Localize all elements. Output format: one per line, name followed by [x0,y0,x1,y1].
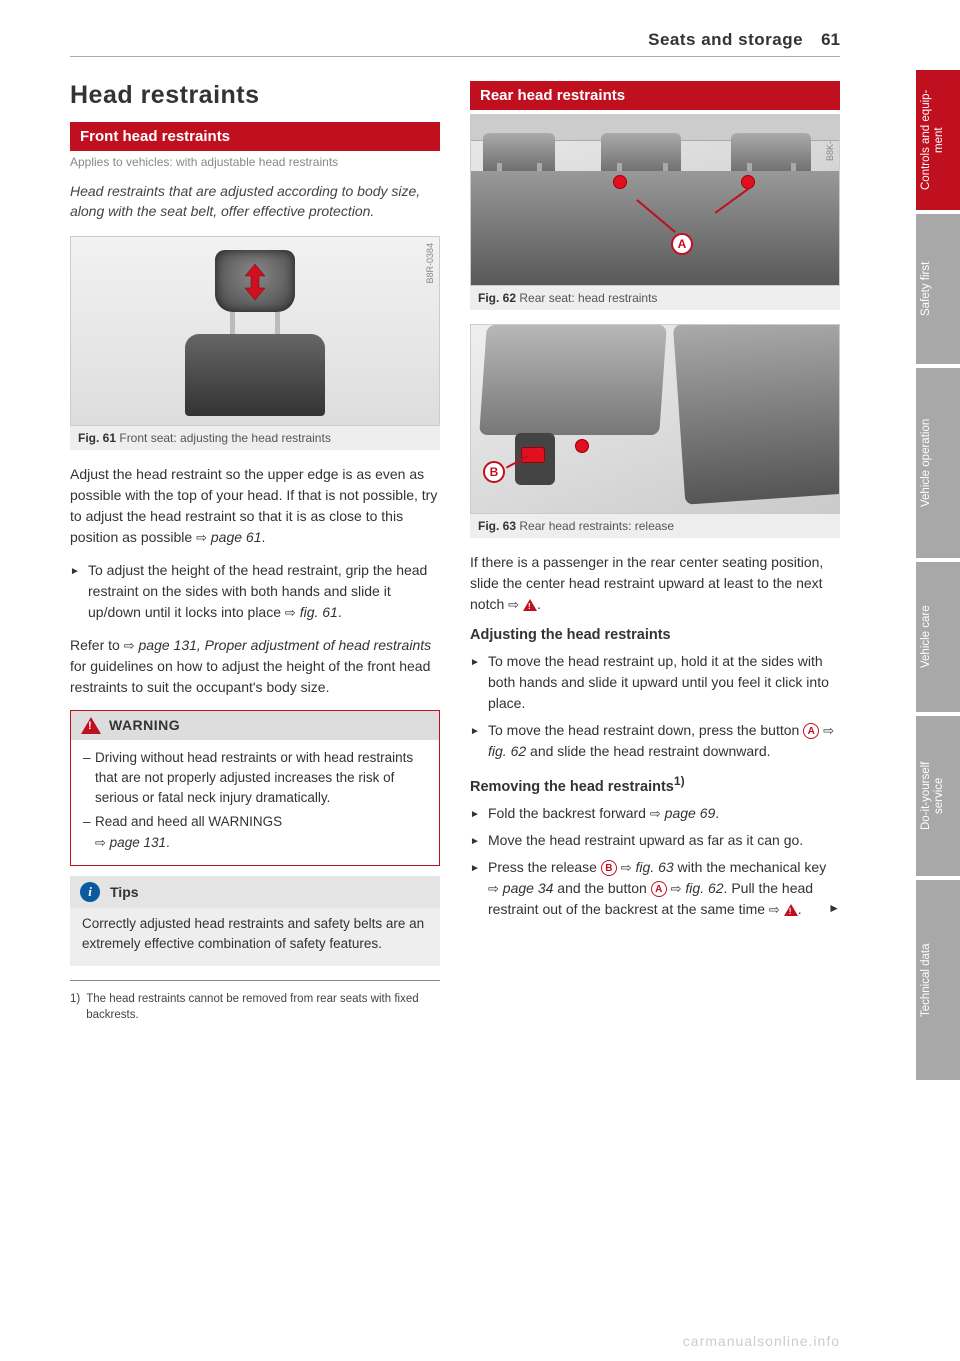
figure-61: B8R-0384 [70,236,440,426]
tab-safety[interactable]: Safety first [916,214,960,364]
right-column: Rear head restraints B8K-1976 A Fig. 62 … [470,81,840,1024]
link-icon [508,596,519,612]
tab-diy[interactable]: Do-it-yourself service [916,716,960,876]
link-icon [769,901,780,917]
link-icon [285,604,296,620]
fig61-code: B8R-0384 [425,243,435,284]
footnote: 1) The head restraints cannot be removed… [70,991,440,1023]
watermark: carmanualsonline.info [683,1333,840,1349]
link-icon [823,722,834,738]
tips-title: Tips [110,884,139,900]
label-b: B [483,461,505,483]
link-icon [671,880,682,896]
tips-body: Correctly adjusted head restraints and s… [70,908,440,967]
section-title: Seats and storage [648,30,803,50]
side-tabs: Controls and equip- ment Safety first Ve… [916,70,960,1080]
page-number: 61 [821,30,840,50]
subhead-adjusting: Adjusting the head restraints [470,627,840,643]
intro-text: Head restraints that are adjusted accord… [70,181,440,222]
fig63-caption: Fig. 63 Rear head restraints: release [470,514,840,538]
warning-box: WARNING Driving without head restraints … [70,710,440,866]
link-icon [124,637,135,653]
bullet-move-up: To move the head restraint up, hold it a… [470,651,840,714]
info-icon: i [80,882,100,902]
remove-bullets: Fold the backrest forward page 69. Move … [470,803,840,920]
warning-inline-icon [523,599,537,611]
tips-box: i Tips Correctly adjusted head restraint… [70,876,440,967]
subhead-removing: Removing the head restraints1) [470,774,840,795]
tab-controls[interactable]: Controls and equip- ment [916,70,960,210]
bullet-move-down: To move the head restraint down, press t… [470,720,840,762]
tab-technical[interactable]: Technical data [916,880,960,1080]
figure-63: B8K-1975 B [470,324,840,514]
adjust-arrow-icon [243,264,267,300]
circled-b: B [601,860,617,876]
bullet-press-release: Press the release B fig. 63 with the mec… [470,857,840,920]
continue-arrow-icon: ► [828,899,840,917]
tab-vehicle-operation[interactable]: Vehicle operation [916,368,960,558]
warning-icon [81,717,101,734]
applies-to: Applies to vehicles: with adjustable hea… [70,155,440,169]
left-column: Head restraints Front head restraints Ap… [70,81,440,1024]
link-icon [196,529,207,545]
refer-paragraph: Refer to page 131, Proper adjustment of … [70,635,440,698]
adjust-paragraph: Adjust the head restraint so the upper e… [70,464,440,548]
link-icon [650,805,661,821]
figure-62: B8K-1976 A [470,114,840,286]
banner-rear: Rear head restraints [470,81,840,110]
link-icon [621,859,632,875]
warning-title: WARNING [109,717,180,733]
circled-a: A [651,881,667,897]
tab-vehicle-care[interactable]: Vehicle care [916,562,960,712]
footnote-separator [70,980,440,981]
adjust-bullets: To adjust the height of the head restrai… [70,560,440,623]
adjust-rear-bullets: To move the head restraint up, hold it a… [470,651,840,762]
circled-a: A [803,723,819,739]
rear-center-paragraph: If there is a passenger in the rear cent… [470,552,840,615]
heading-head-restraints: Head restraints [70,81,440,110]
bullet-adjust-height: To adjust the height of the head restrai… [70,560,440,623]
link-icon [488,880,499,896]
link-icon [95,835,106,850]
fig62-caption: Fig. 62 Rear seat: head restraints [470,286,840,310]
label-a: A [671,233,693,255]
warning-inline-icon [784,904,798,916]
fig61-caption: Fig. 61 Front seat: adjusting the head r… [70,426,440,450]
warning-item-1: Driving without head restraints or with … [83,748,427,809]
warning-item-2: Read and heed all WARNINGS page 131. [83,812,427,853]
banner-front: Front head restraints [70,122,440,151]
bullet-fold: Fold the backrest forward page 69. [470,803,840,824]
bullet-move-upward: Move the head restraint upward as far as… [470,830,840,851]
page-header: Seats and storage 61 [70,30,840,57]
